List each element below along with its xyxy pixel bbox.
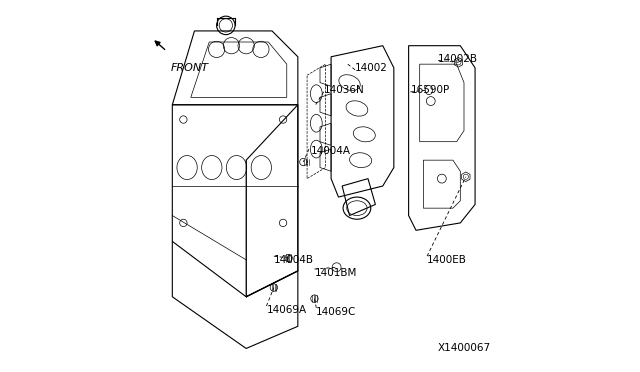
Text: X1400067: X1400067 [438, 343, 492, 353]
Text: 14069A: 14069A [266, 305, 307, 315]
Text: 14004B: 14004B [274, 255, 314, 265]
Text: FRONT: FRONT [170, 63, 209, 73]
Text: 14004A: 14004A [311, 146, 351, 156]
Text: 16590P: 16590P [410, 85, 450, 95]
Text: 14069C: 14069C [316, 307, 356, 317]
Text: 1400EB: 1400EB [427, 255, 467, 265]
Text: 14036N: 14036N [324, 85, 364, 95]
Text: 14002B: 14002B [438, 54, 478, 64]
Text: 1401BM: 1401BM [314, 268, 357, 278]
Text: 14002: 14002 [355, 63, 388, 73]
